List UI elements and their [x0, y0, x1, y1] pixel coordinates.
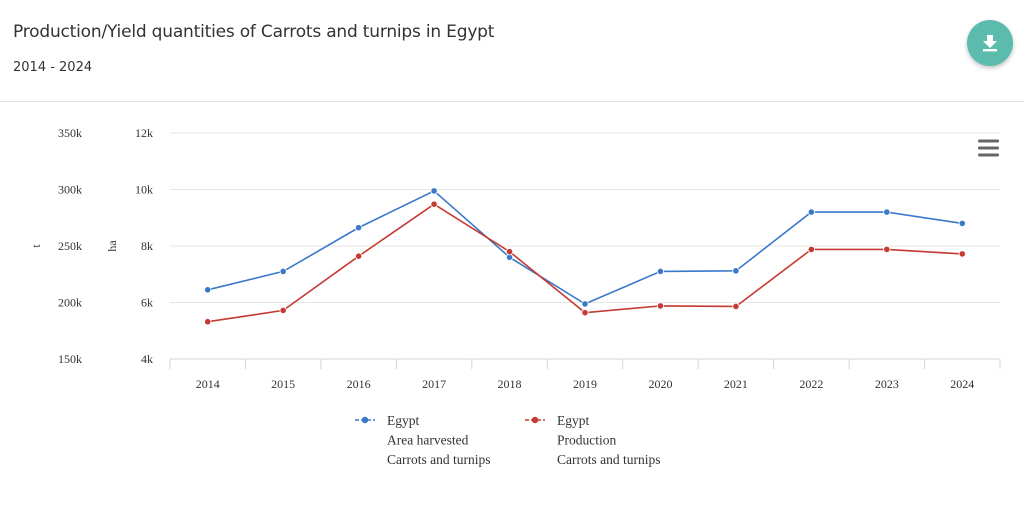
y-axis-ha-tick-label: 4k — [141, 352, 153, 366]
y-axis-t-tick-label: 200k — [58, 296, 82, 310]
y-axis-t-tick-label: 250k — [58, 239, 82, 253]
x-axis-tick-label: 2023 — [875, 377, 899, 391]
data-point — [807, 245, 815, 253]
chart-subtitle: 2014 - 2024 — [13, 60, 93, 75]
y-axis-t-tick-label: 350k — [58, 126, 82, 140]
data-point — [656, 302, 665, 310]
x-axis-tick-label: 2014 — [196, 377, 220, 391]
y-axis-t-tick-label: 150k — [58, 352, 82, 366]
hamburger-bar — [978, 153, 999, 157]
legend-label: Area harvested — [387, 433, 469, 448]
y-axis-ha-title: ha — [105, 240, 119, 252]
legend-swatch-marker — [361, 416, 369, 424]
x-axis-tick-label: 2018 — [498, 377, 522, 391]
legend-swatch-marker — [531, 416, 539, 424]
chart-area: 150k 4k 200k 6k 250k 8k 300k 10k 350k 12k t ha 2014 2… — [0, 103, 1024, 500]
data-point — [581, 309, 589, 317]
x-axis-tick-label: 2020 — [648, 377, 672, 391]
data-point — [732, 267, 740, 275]
x-axis-tick-label: 2017 — [422, 377, 446, 391]
download-icon — [983, 35, 997, 52]
hamburger-bar — [978, 146, 999, 150]
data-point — [883, 208, 891, 216]
hamburger-bar — [978, 139, 999, 143]
x-axis-tick-label: 2019 — [573, 377, 597, 391]
y-axis-t-tick-label: 300k — [58, 183, 82, 197]
data-point — [430, 200, 438, 208]
data-point — [505, 248, 514, 256]
data-point — [279, 267, 287, 276]
download-button[interactable] — [967, 20, 1013, 66]
data-point — [958, 250, 966, 258]
y-axis-ha-tick-label: 8k — [141, 239, 153, 253]
y-axis-ha-tick-label: 6k — [141, 296, 153, 310]
data-point — [656, 267, 665, 276]
y-axis-t-title: t — [29, 244, 43, 248]
x-axis-tick-label: 2015 — [271, 377, 295, 391]
legend-label: Carrots and turnips — [557, 452, 661, 467]
data-point — [958, 219, 966, 228]
line-chart: 150k 4k 200k 6k 250k 8k 300k 10k 350k 12k t ha 2014 2… — [29, 126, 1001, 467]
legend-label: Egypt — [387, 413, 419, 428]
data-point — [430, 187, 438, 195]
data-point — [807, 208, 815, 216]
chart-header: Production/Yield quantities of Carrots a… — [0, 0, 1024, 102]
data-point — [732, 302, 740, 311]
legend-label: Egypt — [557, 413, 589, 428]
data-point — [581, 300, 589, 308]
chart-menu-button[interactable] — [978, 139, 999, 157]
x-axis-tick-label: 2022 — [799, 377, 823, 391]
data-point — [355, 252, 363, 260]
series-line-area-harvested — [207, 189, 963, 305]
y-axis-ha-tick-label: 12k — [135, 126, 153, 140]
x-axis-tick-label: 2016 — [347, 377, 371, 391]
x-axis-tick-label: 2021 — [724, 377, 748, 391]
y-axis-ha-tick-label: 10k — [135, 183, 153, 197]
data-point — [883, 245, 891, 253]
legend-label: Production — [557, 433, 616, 448]
hamburger-menu-icon — [978, 139, 999, 157]
data-point — [204, 286, 212, 294]
data-point — [204, 318, 212, 326]
data-point — [355, 224, 363, 232]
data-point — [279, 306, 287, 315]
chart-title: Production/Yield quantities of Carrots a… — [13, 22, 495, 42]
x-axis-tick-label: 2024 — [950, 377, 974, 391]
legend-label: Carrots and turnips — [387, 452, 491, 467]
